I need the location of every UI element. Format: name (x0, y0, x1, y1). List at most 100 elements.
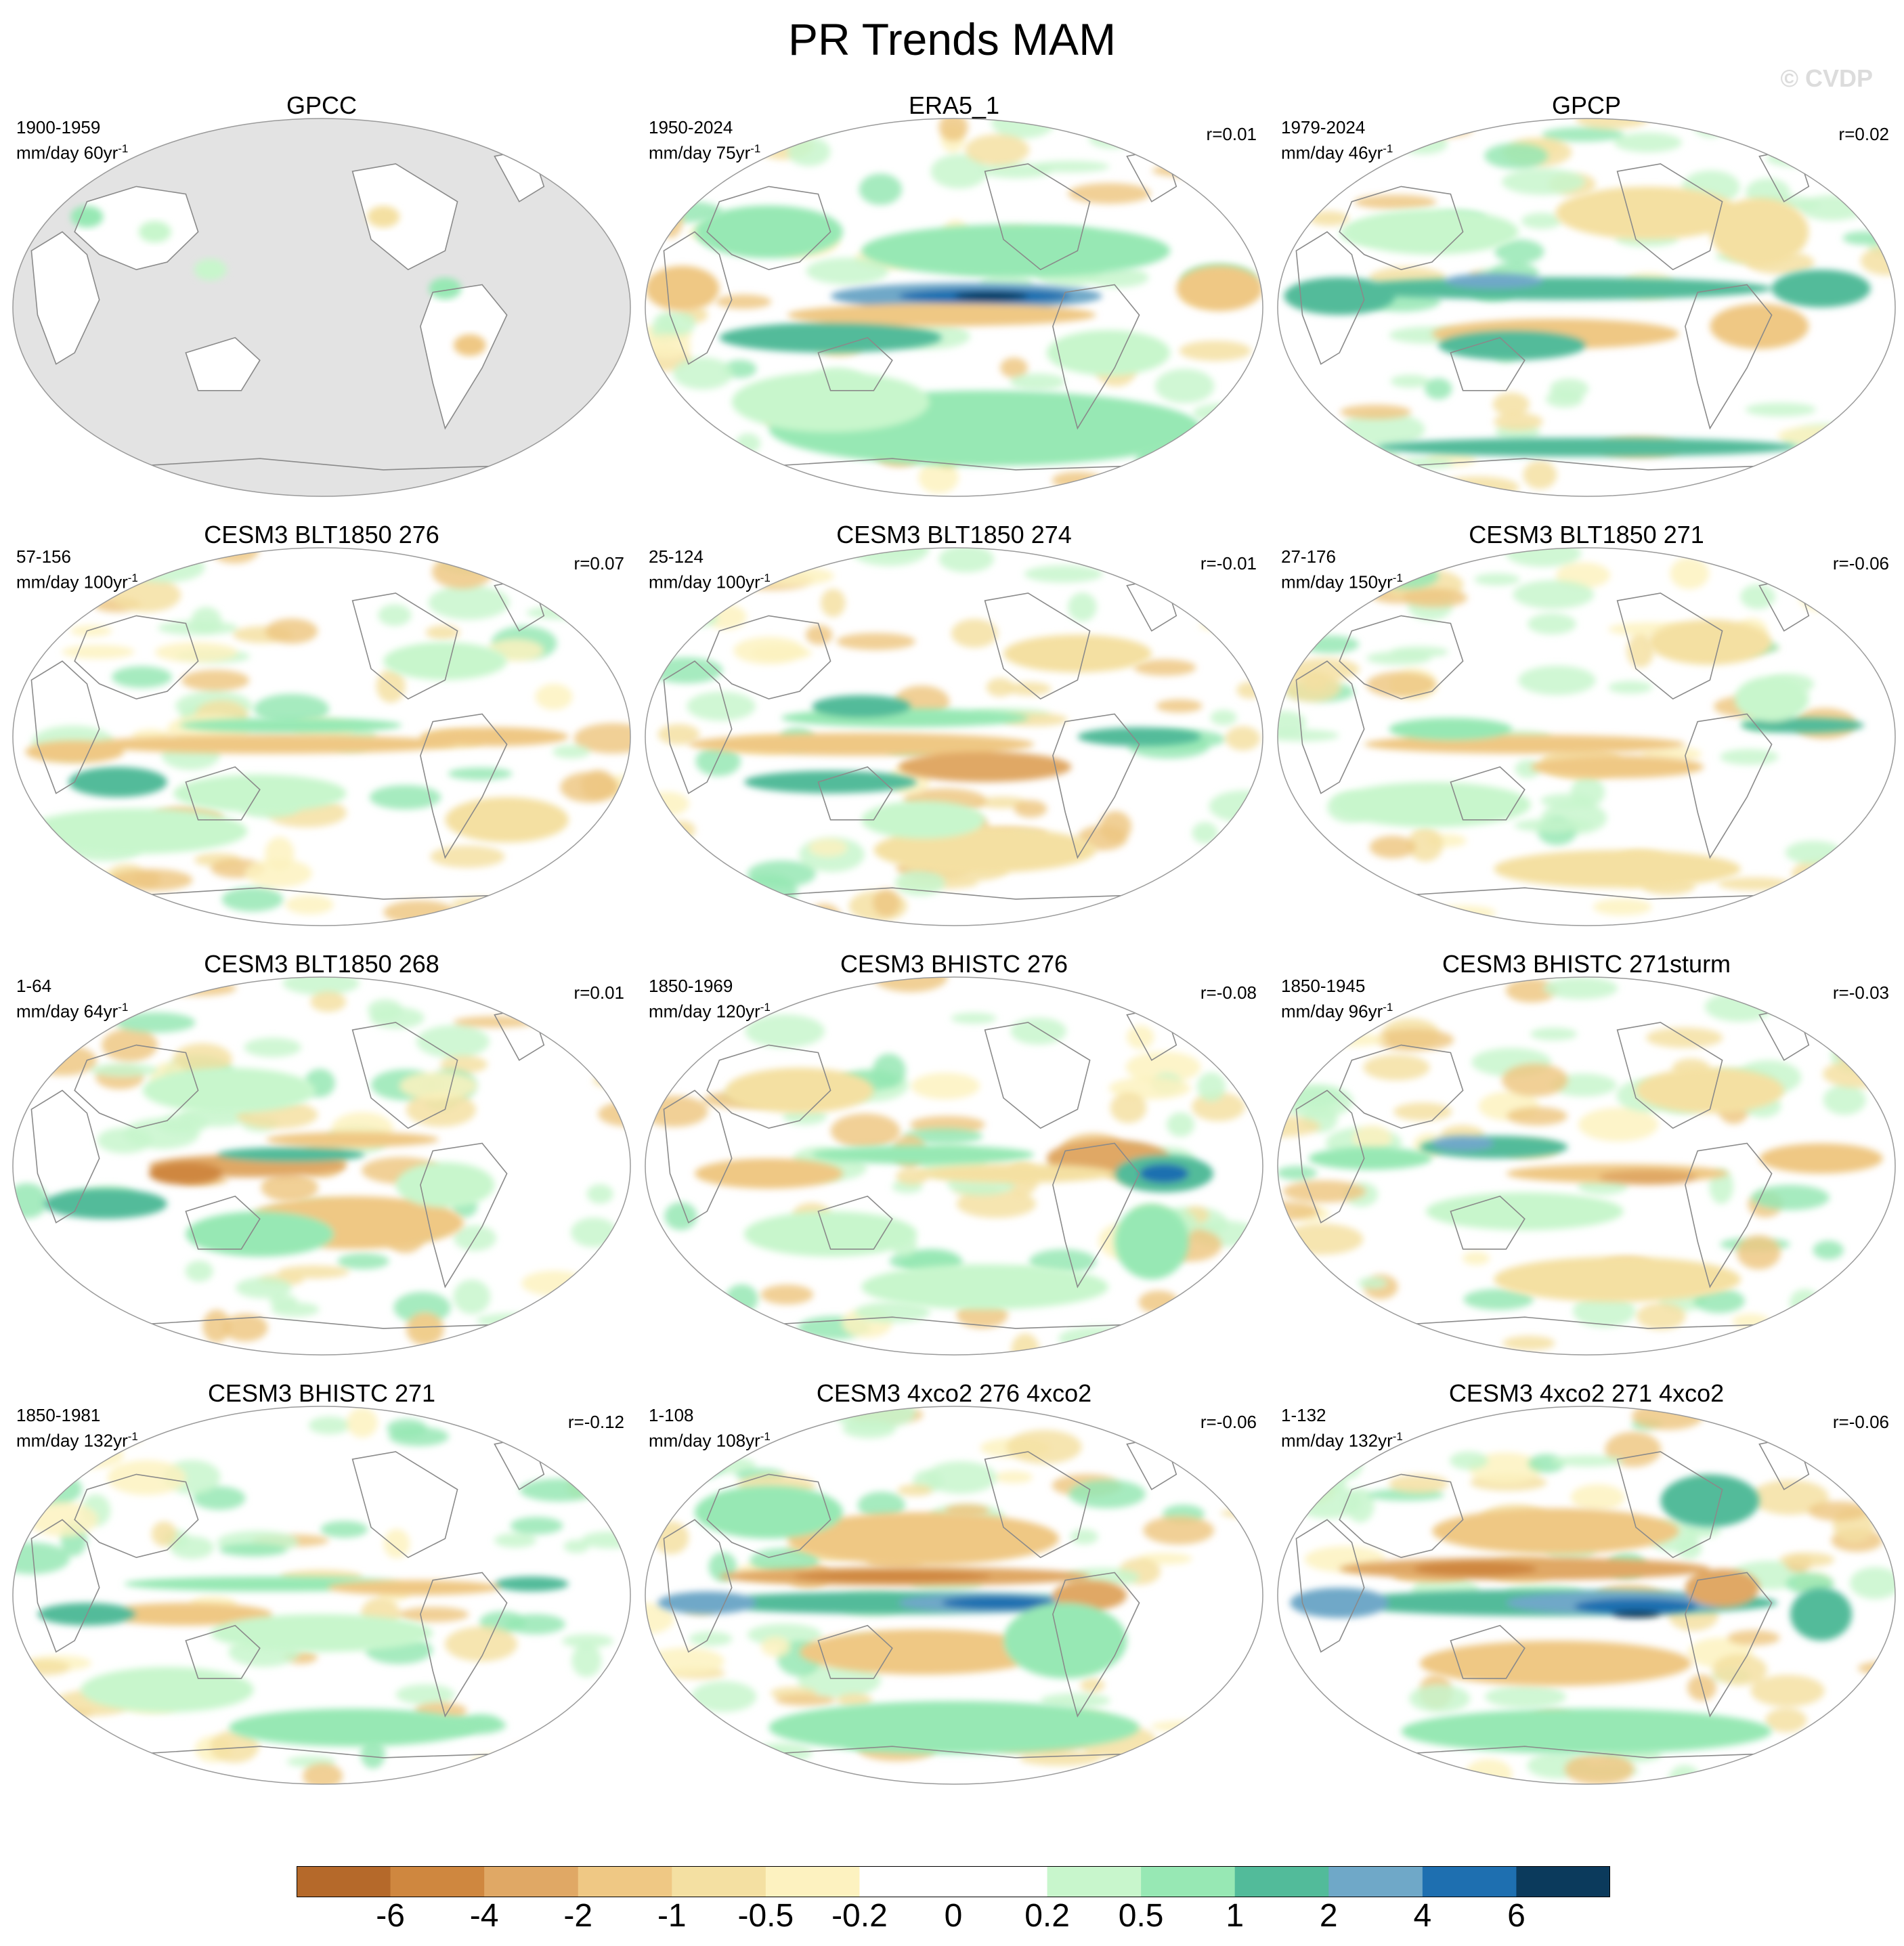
trend-blob (1310, 464, 1386, 488)
map-field (13, 977, 630, 1355)
map-panel: CESM3 BHISTC 271 1850-1981 mm/day 132yr-1 r… (4, 1379, 639, 1809)
trend-feature (1790, 1587, 1853, 1641)
trend-blob (1234, 1680, 1263, 1699)
colorbar-swatch (578, 1866, 672, 1897)
trend-blob (1608, 680, 1653, 694)
trend-blob (1737, 1235, 1781, 1270)
trend-blob (1425, 378, 1452, 399)
trend-feature (1685, 1568, 1760, 1607)
trend-blob (448, 767, 513, 780)
map-border (1277, 118, 1896, 497)
panel-units-exponent: -1 (118, 142, 129, 155)
trend-blob (664, 833, 691, 848)
trend-blob (1243, 1265, 1263, 1291)
trend-blob (645, 334, 691, 358)
trend-feature (1432, 1136, 1494, 1151)
trend-blob (645, 484, 699, 496)
trend-blob (808, 838, 848, 857)
world-map (1277, 976, 1896, 1356)
map-panel: CESM3 BHISTC 276 1850-1969 mm/day 120yr-1 r… (636, 949, 1272, 1380)
trend-blob (13, 1306, 53, 1320)
trend-blob (1514, 819, 1593, 832)
world-map (12, 976, 631, 1356)
trend-blob (261, 1173, 319, 1202)
trend-blob (1369, 836, 1416, 859)
trend-blob (649, 657, 723, 684)
trend-feature (861, 1264, 1108, 1310)
trend-blob (112, 666, 172, 688)
trend-feature (873, 827, 1096, 873)
trend-blob (1080, 1678, 1105, 1692)
trend-blob (521, 1270, 588, 1296)
trend-feature (1494, 850, 1741, 888)
trend-blob (1564, 1753, 1635, 1784)
trend-blob (1720, 749, 1779, 765)
trend-blob (995, 1471, 1033, 1484)
trend-blob (745, 1014, 825, 1048)
trend-feature (1339, 277, 1772, 300)
trend-blob (1125, 1051, 1201, 1083)
trend-blob (615, 1494, 630, 1513)
trend-blob (1790, 1289, 1821, 1316)
trend-blob (376, 669, 406, 703)
panel-units: mm/day 75yr-1 (649, 138, 760, 164)
trend-blob (1196, 862, 1234, 888)
trend-blob (13, 1542, 70, 1574)
trend-feature (1376, 437, 1797, 457)
panel-title: CESM3 BLT1850 276 (204, 521, 439, 548)
map-panel: CESM3 BHISTC 271sturm 1850-1945 mm/day 96y… (1269, 949, 1904, 1380)
trend-blob (431, 555, 494, 589)
trend-blob (571, 1217, 618, 1247)
trend-blob (389, 1427, 449, 1446)
trend-blob (580, 1728, 617, 1751)
trend-blob (1278, 889, 1338, 921)
trend-feature (688, 733, 1035, 756)
trend-blob (951, 619, 998, 648)
trend-blob (755, 471, 787, 483)
trend-blob (1447, 1775, 1497, 1784)
trend-blob (271, 1302, 320, 1317)
panel-period: 1-132 (1281, 1405, 1326, 1425)
trend-blob (310, 991, 347, 1012)
trend-feature (1660, 1474, 1760, 1528)
trend-blob (1494, 239, 1544, 264)
trend-feature (941, 1596, 1053, 1610)
trend-blob (581, 770, 615, 800)
trend-blob (645, 1096, 708, 1127)
panel-units: mm/day 46yr-1 (1281, 138, 1393, 164)
trend-blob (1543, 977, 1618, 999)
trend-blob (1398, 133, 1448, 154)
trend-blob (22, 1473, 83, 1506)
trend-blob (1637, 1302, 1686, 1331)
coastlines (30, 577, 545, 900)
panel-correlation: r=0.07 (574, 553, 624, 574)
trend-blob (107, 1460, 186, 1496)
trend-blob (1354, 194, 1437, 209)
trend-blob (725, 1284, 758, 1314)
panel-units: mm/day 100yr-1 (649, 567, 771, 593)
panel-units-exponent: -1 (1383, 142, 1393, 155)
trend-blob (13, 1058, 40, 1070)
trend-blob (1570, 777, 1605, 808)
trend-feature (395, 1162, 495, 1208)
trend-blob (202, 1310, 231, 1343)
trend-blob (1813, 1240, 1844, 1260)
trend-blob (510, 1517, 563, 1535)
trend-feature (787, 303, 1096, 326)
trend-blob (601, 614, 630, 630)
trend-feature (812, 1145, 1035, 1165)
trend-feature (1599, 1169, 1698, 1185)
coastlines (1295, 148, 1810, 471)
coastlines (663, 1435, 1177, 1758)
trend-blob (1409, 1685, 1471, 1712)
trend-blob (1501, 1063, 1568, 1097)
panel-correlation: r=-0.03 (1832, 982, 1889, 1003)
trend-blob (1309, 211, 1349, 226)
trend-blob (1751, 1479, 1829, 1515)
trend-blob (1823, 1085, 1866, 1115)
colorbar-label: -0.2 (831, 1898, 888, 1934)
trend-blob (1402, 588, 1468, 608)
trend-feature (1611, 1610, 1661, 1618)
trend-blob (505, 1614, 566, 1635)
panel-units-base: mm/day 100yr (16, 571, 128, 592)
